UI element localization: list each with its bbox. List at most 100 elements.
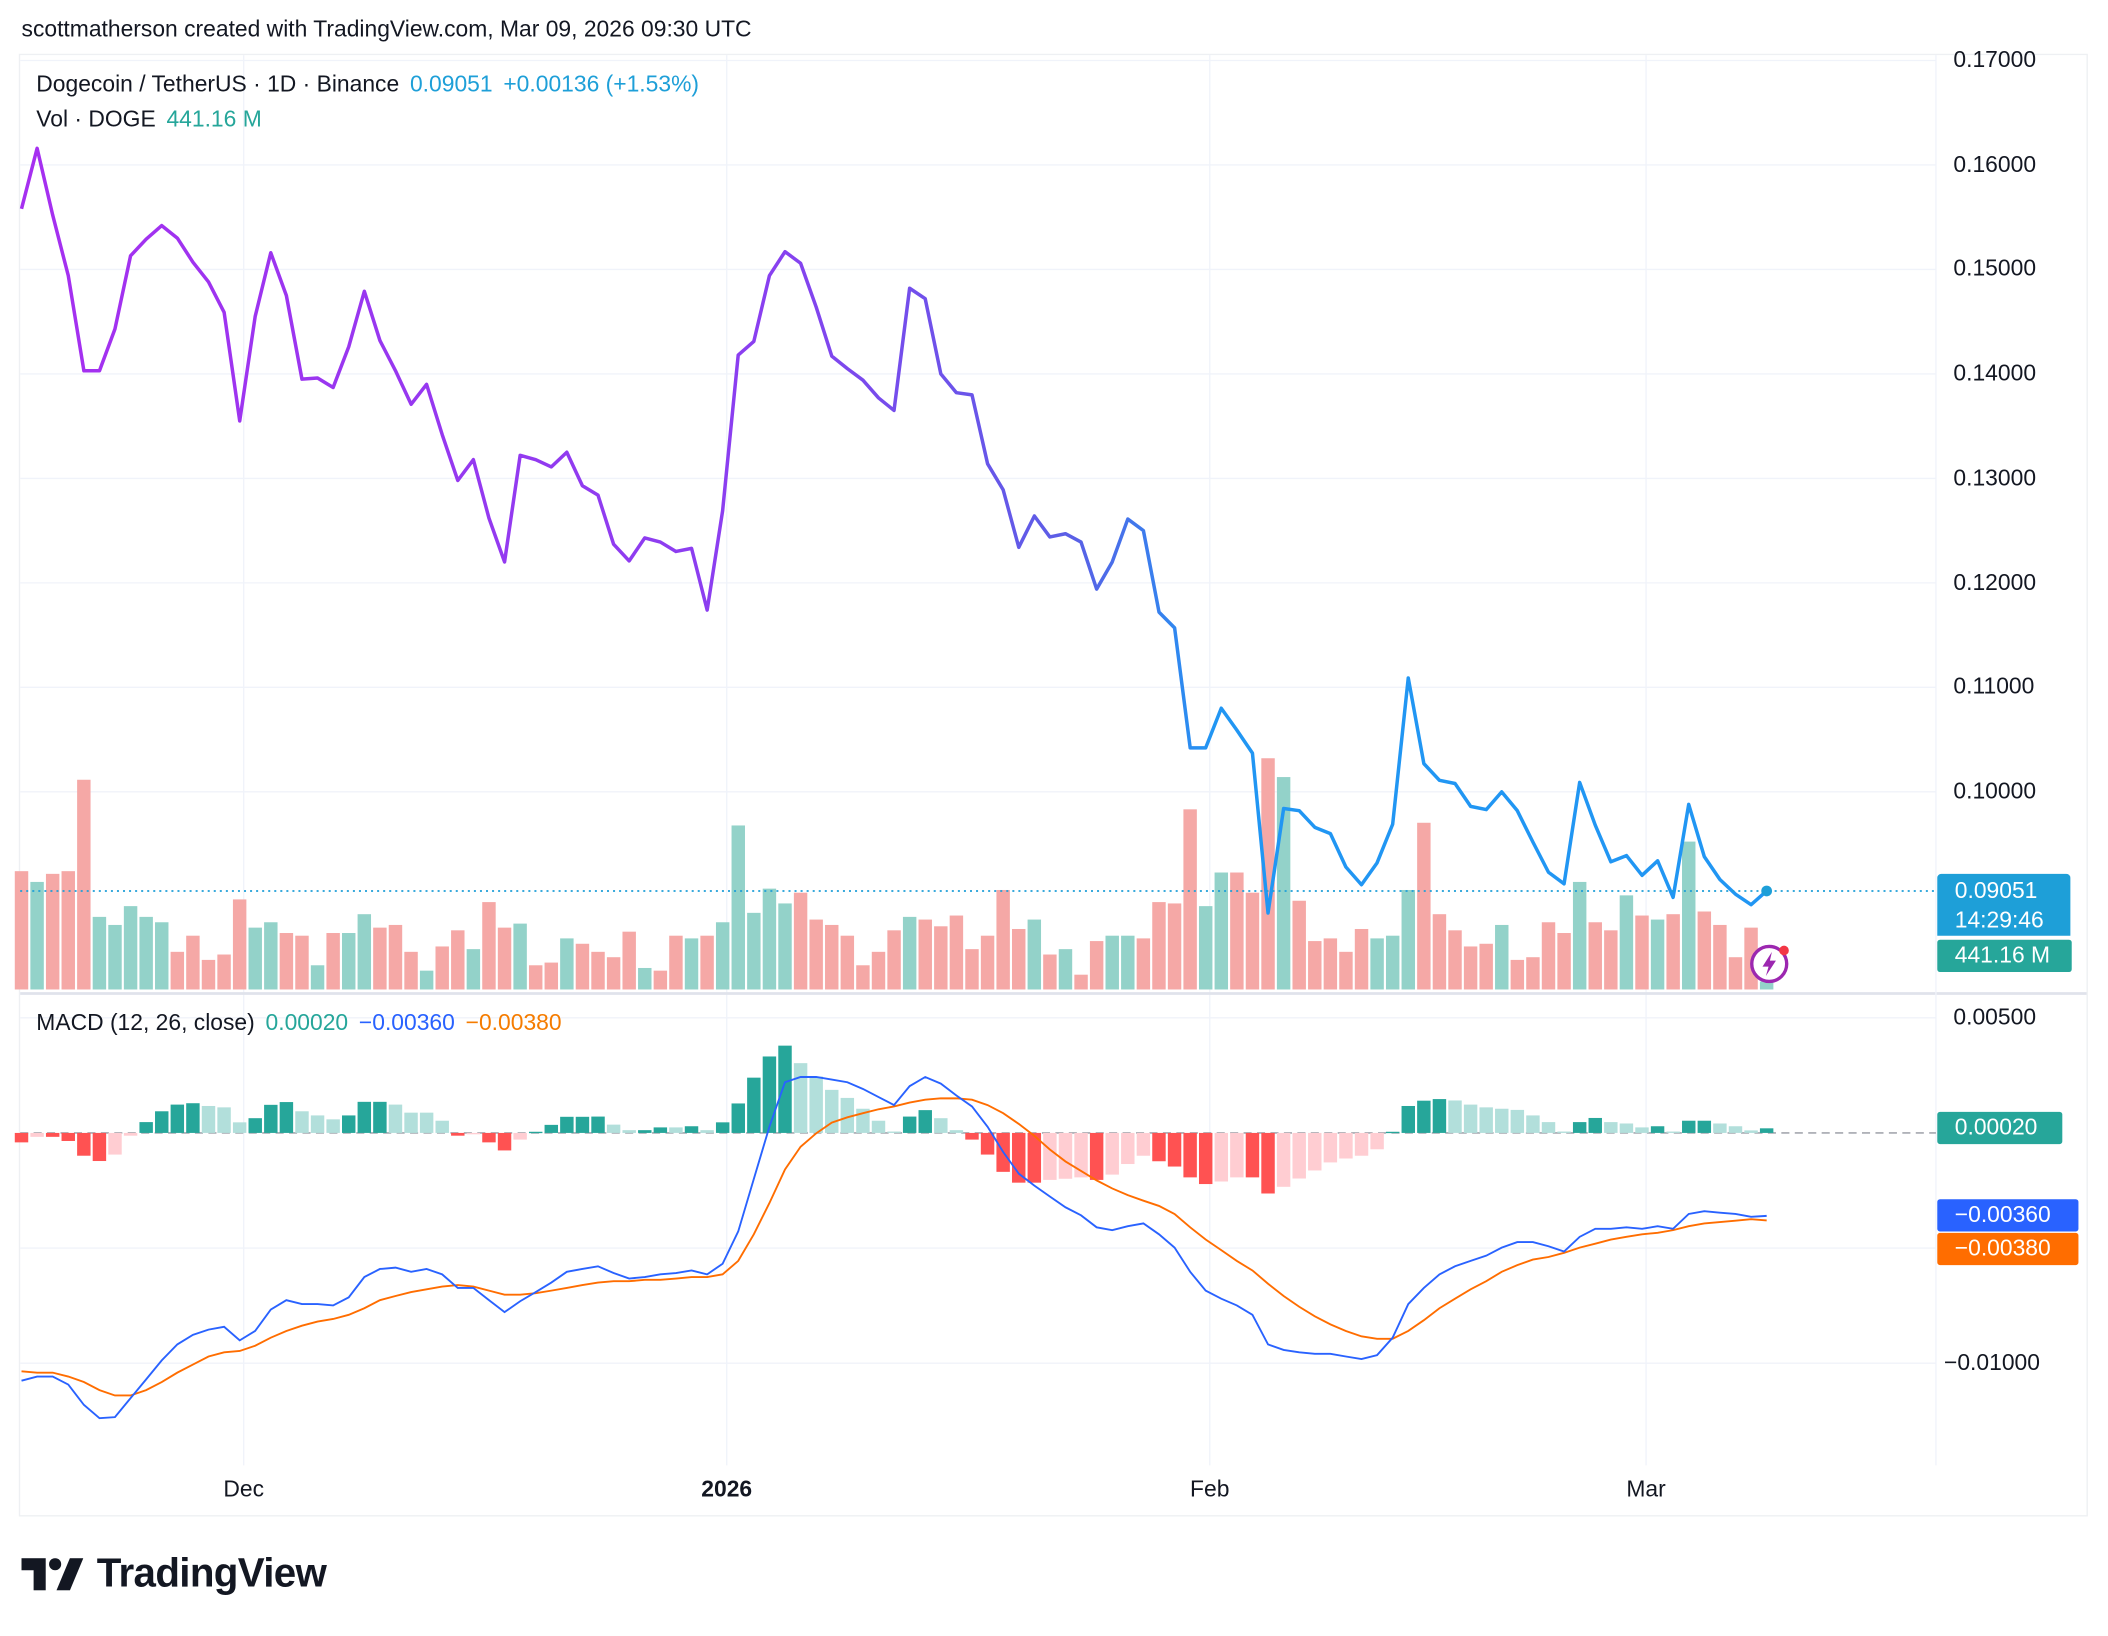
macd-histogram-bar bbox=[1292, 1132, 1306, 1179]
volume-bar bbox=[1245, 892, 1260, 990]
macd-histogram-bar bbox=[404, 1112, 418, 1133]
macd-histogram-bar bbox=[77, 1132, 91, 1156]
volume-bar bbox=[996, 889, 1010, 990]
macd-histogram-bar bbox=[1448, 1100, 1462, 1133]
volume-bar bbox=[77, 779, 91, 990]
price-tick-label: 0.13000 bbox=[1953, 464, 2037, 491]
volume-bar bbox=[1666, 914, 1680, 990]
macd-histogram-bar bbox=[30, 1132, 44, 1137]
volume-bar bbox=[1432, 914, 1447, 990]
macd-histogram-bar bbox=[1604, 1122, 1618, 1133]
macd-histogram-bar bbox=[669, 1127, 683, 1133]
volume-bar bbox=[513, 923, 527, 990]
macd-signal-value: −0.00380 bbox=[465, 1009, 562, 1036]
volume-bar bbox=[840, 935, 855, 990]
volume-title[interactable]: Vol · DOGE bbox=[36, 106, 156, 132]
volume-bar bbox=[1635, 915, 1649, 990]
macd-histogram-bar bbox=[1541, 1122, 1556, 1133]
macd-histogram-bar bbox=[1136, 1132, 1151, 1156]
macd-histogram-bar bbox=[528, 1131, 543, 1134]
volume-bar bbox=[1323, 938, 1338, 990]
macd-histogram-bar bbox=[747, 1077, 761, 1133]
macd-histogram-bar bbox=[45, 1132, 60, 1137]
volume-value: 441.16 M bbox=[166, 106, 262, 132]
volume-bar bbox=[310, 965, 325, 990]
macd-histogram-bar bbox=[715, 1122, 730, 1133]
volume-bar bbox=[1089, 941, 1104, 990]
macd-histogram-bar bbox=[61, 1132, 75, 1141]
volume-bar bbox=[575, 943, 590, 990]
volume-bar bbox=[248, 927, 262, 990]
macd-histogram-bar bbox=[1744, 1130, 1758, 1133]
volume-bar bbox=[1448, 930, 1462, 990]
volume-bar bbox=[1058, 949, 1073, 990]
macd-histogram-bar bbox=[1323, 1132, 1338, 1163]
symbol-title[interactable]: Dogecoin / TetherUS · 1D · Binance bbox=[36, 71, 400, 97]
macd-histogram-bar bbox=[264, 1104, 278, 1133]
chart-frame bbox=[18, 53, 2088, 1517]
volume-bar bbox=[622, 931, 636, 990]
macd-histogram-bar bbox=[1354, 1132, 1369, 1156]
macd-histogram-bar bbox=[1713, 1123, 1727, 1133]
macd-histogram-bar bbox=[1759, 1128, 1774, 1133]
macd-histogram-bar bbox=[591, 1116, 605, 1133]
volume-bar bbox=[1230, 872, 1244, 990]
volume-bar bbox=[1463, 946, 1478, 990]
volume-bar bbox=[217, 954, 231, 990]
volume-bar bbox=[1713, 924, 1727, 990]
macd-histogram-bar bbox=[295, 1111, 309, 1133]
macd-histogram-bar bbox=[92, 1132, 107, 1162]
volume-bar bbox=[1354, 928, 1369, 990]
volume-bar bbox=[45, 873, 60, 990]
macd-histogram-bar bbox=[435, 1120, 449, 1133]
macd-histogram-bar bbox=[1214, 1132, 1229, 1182]
macd-title[interactable]: MACD (12, 26, close) bbox=[36, 1009, 255, 1036]
price-line bbox=[19, 146, 1768, 915]
volume-bar bbox=[404, 951, 418, 990]
macd-histogram-bar bbox=[809, 1076, 823, 1133]
macd-histogram-bar bbox=[1432, 1099, 1447, 1133]
macd-histogram-bar bbox=[310, 1115, 325, 1133]
macd-histogram-bar bbox=[1463, 1104, 1478, 1133]
volume-bar bbox=[1759, 981, 1774, 990]
volume-bar bbox=[482, 902, 496, 990]
tradingview-logo-icon bbox=[21, 1558, 84, 1591]
volume-bar bbox=[1183, 809, 1197, 990]
volume-bar bbox=[980, 935, 995, 990]
volume-bar bbox=[1728, 957, 1743, 990]
macd-histogram-bar bbox=[326, 1119, 340, 1133]
price-change: +0.00136 (+1.53%) bbox=[503, 71, 700, 97]
macd-histogram-bar bbox=[357, 1101, 372, 1133]
volume-bar bbox=[1074, 974, 1088, 990]
volume-bar bbox=[201, 959, 216, 990]
macd-histogram-bar bbox=[638, 1130, 652, 1133]
macd-histogram-bar bbox=[139, 1122, 153, 1133]
macd-histogram-bar bbox=[1339, 1132, 1353, 1159]
last-price: 0.09051 bbox=[409, 71, 493, 97]
volume-bar bbox=[1526, 957, 1540, 990]
volume-bar bbox=[295, 935, 309, 990]
macd-histogram-bar bbox=[1385, 1131, 1400, 1134]
macd-histogram-bar bbox=[482, 1132, 496, 1143]
volume-bar bbox=[544, 962, 559, 990]
volume-bar bbox=[715, 922, 730, 990]
macd-histogram-bar bbox=[1121, 1132, 1135, 1165]
volume-bar bbox=[591, 951, 605, 990]
tradingview-logo[interactable]: TradingView bbox=[21, 1551, 327, 1597]
macd-histogram-bar bbox=[1728, 1126, 1743, 1133]
lightning-alert-button[interactable] bbox=[1749, 944, 1789, 984]
volume-bar bbox=[1339, 951, 1353, 990]
macd-histogram-bar bbox=[232, 1122, 247, 1133]
macd-histogram-bar bbox=[887, 1131, 901, 1133]
macd-histogram-bar bbox=[1526, 1115, 1540, 1133]
macd-histogram-bar bbox=[201, 1105, 216, 1133]
macd-line-tag: −0.00360 bbox=[1937, 1199, 2079, 1232]
volume-bar bbox=[762, 888, 777, 990]
price-legend: Dogecoin / TetherUS · 1D · Binance 0.0905… bbox=[36, 71, 699, 98]
volume-bar bbox=[14, 871, 29, 990]
volume-bar bbox=[170, 951, 185, 990]
macd-histogram-bar bbox=[14, 1132, 29, 1143]
volume-bar bbox=[1495, 924, 1509, 990]
macd-legend: MACD (12, 26, close) 0.00020 −0.00360 −0.00… bbox=[36, 1010, 561, 1037]
